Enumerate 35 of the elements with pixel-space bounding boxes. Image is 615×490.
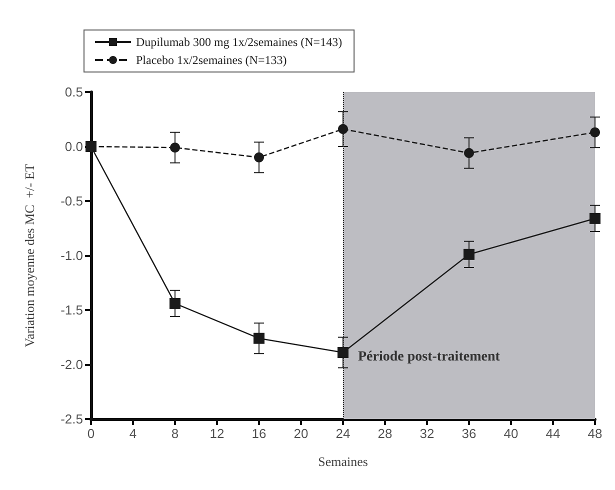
x-tick-label: 44 (546, 426, 560, 441)
x-tick-label: 0 (87, 426, 95, 441)
x-tick-label: 48 (588, 426, 602, 441)
y-tick-label: -2.0 (60, 357, 83, 372)
point (170, 298, 180, 309)
legend-label: Dupilumab 300 mg 1x/2semaines (N=143) (136, 35, 342, 49)
point (590, 127, 600, 138)
x-tick-label: 40 (504, 426, 518, 441)
band-label: Période post-traitement (358, 350, 500, 364)
x-tick-label: 12 (210, 426, 224, 441)
point (170, 142, 180, 153)
x-tick-label: 16 (252, 426, 266, 441)
x-tick-label: 4 (129, 426, 137, 441)
x-tick-label: 28 (378, 426, 392, 441)
y-tick-label: -2.5 (60, 412, 83, 426)
y-tick-label: -1.5 (60, 302, 83, 318)
x-tick-label: 8 (171, 426, 179, 441)
x-tick-label: 20 (294, 426, 308, 441)
y-tick-label: 0.5 (64, 84, 83, 100)
x-tick-label: 32 (420, 426, 434, 441)
point (590, 212, 600, 224)
y-tick-label: -0.5 (60, 194, 83, 208)
x-axis-title: Semaines (318, 454, 368, 469)
point (254, 332, 264, 344)
y-tick-label: 0.0 (64, 139, 83, 154)
y-axis-title: Variation moyenne des MC +/- ET (22, 164, 37, 348)
legend-label: Placebo 1x/2semaines (N=133) (136, 53, 287, 67)
y-tick-label: -1.0 (60, 248, 83, 263)
x-tick-label: 24 (336, 426, 350, 441)
point (464, 148, 474, 158)
point (338, 124, 348, 134)
x-tick-label: 36 (462, 426, 476, 441)
point (464, 248, 474, 260)
point (338, 347, 348, 358)
point (254, 152, 264, 162)
